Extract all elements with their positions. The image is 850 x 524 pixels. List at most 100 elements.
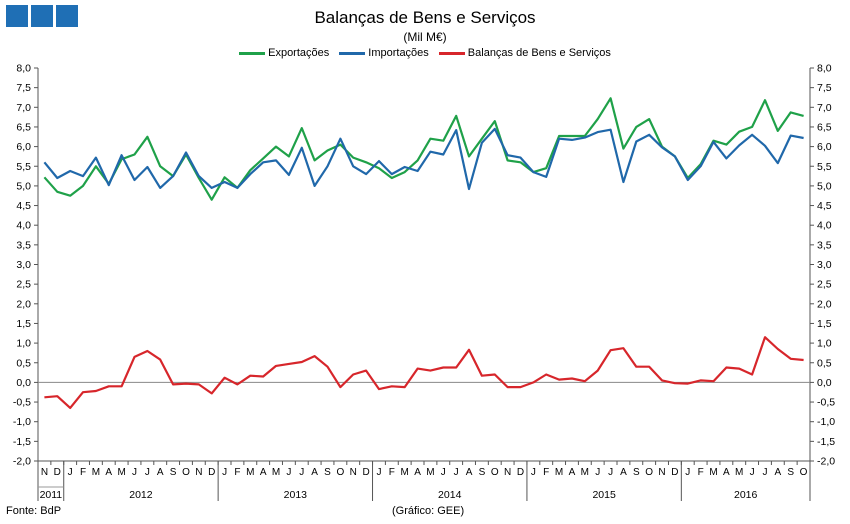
x-tick-label: N — [41, 467, 48, 478]
y-tick-label-right: 3,0 — [817, 259, 832, 271]
chart-subtitle: (Mil M€) — [403, 30, 447, 44]
logo-block — [31, 5, 53, 27]
y-tick-label-right: 1,5 — [817, 318, 832, 330]
x-tick-label: S — [633, 467, 640, 478]
y-tick-label-left: 1,0 — [16, 338, 31, 350]
y-tick-label-right: 4,5 — [817, 200, 832, 212]
x-tick-label: N — [350, 467, 357, 478]
x-tick-label: M — [426, 467, 434, 478]
y-tick-label-left: 3,5 — [16, 239, 31, 251]
x-tick-label: J — [132, 467, 137, 478]
year-label: 2015 — [592, 489, 616, 501]
gee-logo — [6, 5, 78, 27]
x-tick-label: F — [543, 467, 549, 478]
legend-label: Balanças de Bens e Serviços — [467, 47, 611, 59]
x-tick-label: S — [324, 467, 331, 478]
y-tick-label-right: 1,0 — [817, 338, 832, 350]
x-tick-label: M — [92, 467, 100, 478]
x-tick-label: D — [54, 467, 61, 478]
x-tick-label: J — [376, 467, 381, 478]
y-tick-label-left: 0,5 — [16, 357, 31, 369]
x-tick-label: A — [414, 467, 421, 478]
x-tick-label: A — [466, 467, 473, 478]
y-tick-label-left: 3,0 — [16, 259, 31, 271]
x-tick-label: J — [762, 467, 767, 478]
source-note: Fonte: BdP — [6, 505, 62, 517]
y-tick-label-left: 2,5 — [16, 279, 31, 291]
x-tick-label: D — [671, 467, 678, 478]
x-tick-label: J — [222, 467, 227, 478]
y-tick-label-right: 4,0 — [817, 220, 832, 232]
x-tick-label: O — [336, 467, 344, 478]
x-tick-label: A — [774, 467, 781, 478]
x-tick-label: M — [555, 467, 563, 478]
y-tick-label-left: 8,0 — [16, 63, 31, 75]
y-tick-label-right: -0,5 — [817, 397, 835, 409]
x-tick-label: A — [105, 467, 112, 478]
x-tick-label: J — [441, 467, 446, 478]
y-tick-label-left: 5,5 — [16, 161, 31, 173]
legend-label: Exportações — [268, 47, 330, 59]
x-tick-label: A — [723, 467, 730, 478]
chart-credit: (Gráfico: GEE) — [392, 505, 465, 517]
x-tick-label: J — [608, 467, 613, 478]
x-tick-label: M — [272, 467, 280, 478]
y-tick-label-right: 2,5 — [817, 279, 832, 291]
y-tick-label-left: 7,0 — [16, 102, 31, 114]
y-tick-label-left: 2,0 — [16, 298, 31, 310]
y-tick-label-right: 7,5 — [817, 82, 832, 94]
y-tick-label-right: 6,5 — [817, 121, 832, 133]
x-tick-label: M — [117, 467, 125, 478]
x-tick-label: N — [195, 467, 202, 478]
x-tick-label: A — [260, 467, 267, 478]
x-tick-label: F — [389, 467, 395, 478]
y-tick-label-left: -1,5 — [13, 436, 31, 448]
x-tick-label: A — [311, 467, 318, 478]
y-tick-label-right: 2,0 — [817, 298, 832, 310]
x-tick-label: M — [581, 467, 589, 478]
chart-title: Balanças de Bens e Serviços — [314, 8, 536, 27]
year-label: 2012 — [129, 489, 153, 501]
x-tick-label: J — [685, 467, 690, 478]
y-tick-label-right: 5,5 — [817, 161, 832, 173]
legend-item: Importações — [339, 47, 429, 59]
x-tick-label: J — [750, 467, 755, 478]
legend-swatch — [438, 51, 465, 55]
x-tick-label: D — [208, 467, 215, 478]
x-tick-label: J — [145, 467, 150, 478]
x-tick-label: J — [286, 467, 291, 478]
series-line-importacoes — [43, 127, 804, 191]
x-tick-label: M — [246, 467, 254, 478]
x-tick-label: S — [787, 467, 794, 478]
logo-block — [6, 5, 28, 27]
y-tick-label-right: -2,0 — [817, 456, 835, 468]
x-tick-label: D — [517, 467, 524, 478]
legend-item: Exportações — [239, 47, 329, 59]
x-tick-label: J — [595, 467, 600, 478]
legend-swatch — [339, 51, 366, 55]
y-tick-label-left: 4,0 — [16, 220, 31, 232]
y-tick-label-left: 4,5 — [16, 200, 31, 212]
x-tick-label: N — [658, 467, 665, 478]
x-tick-label: O — [182, 467, 190, 478]
x-tick-label: A — [569, 467, 576, 478]
series-line-balancas-de-bens-e-servicos — [44, 336, 804, 409]
x-tick-label: N — [504, 467, 511, 478]
year-label: 2016 — [734, 489, 758, 501]
x-tick-label: O — [800, 467, 808, 478]
x-tick-label: S — [479, 467, 486, 478]
y-tick-label-left: 1,5 — [16, 318, 31, 330]
x-tick-label: J — [299, 467, 304, 478]
x-tick-label: S — [170, 467, 177, 478]
year-label: 2011 — [40, 489, 63, 501]
y-tick-label-left: 7,5 — [16, 82, 31, 94]
x-tick-label: J — [68, 467, 73, 478]
y-tick-label-left: 6,0 — [16, 141, 31, 153]
x-tick-label: F — [80, 467, 86, 478]
y-tick-label-right: 0,0 — [817, 377, 832, 389]
x-tick-label: O — [491, 467, 499, 478]
y-tick-label-right: -1,0 — [817, 416, 835, 428]
y-tick-label-right: 0,5 — [817, 357, 832, 369]
legend-swatch — [239, 51, 266, 55]
